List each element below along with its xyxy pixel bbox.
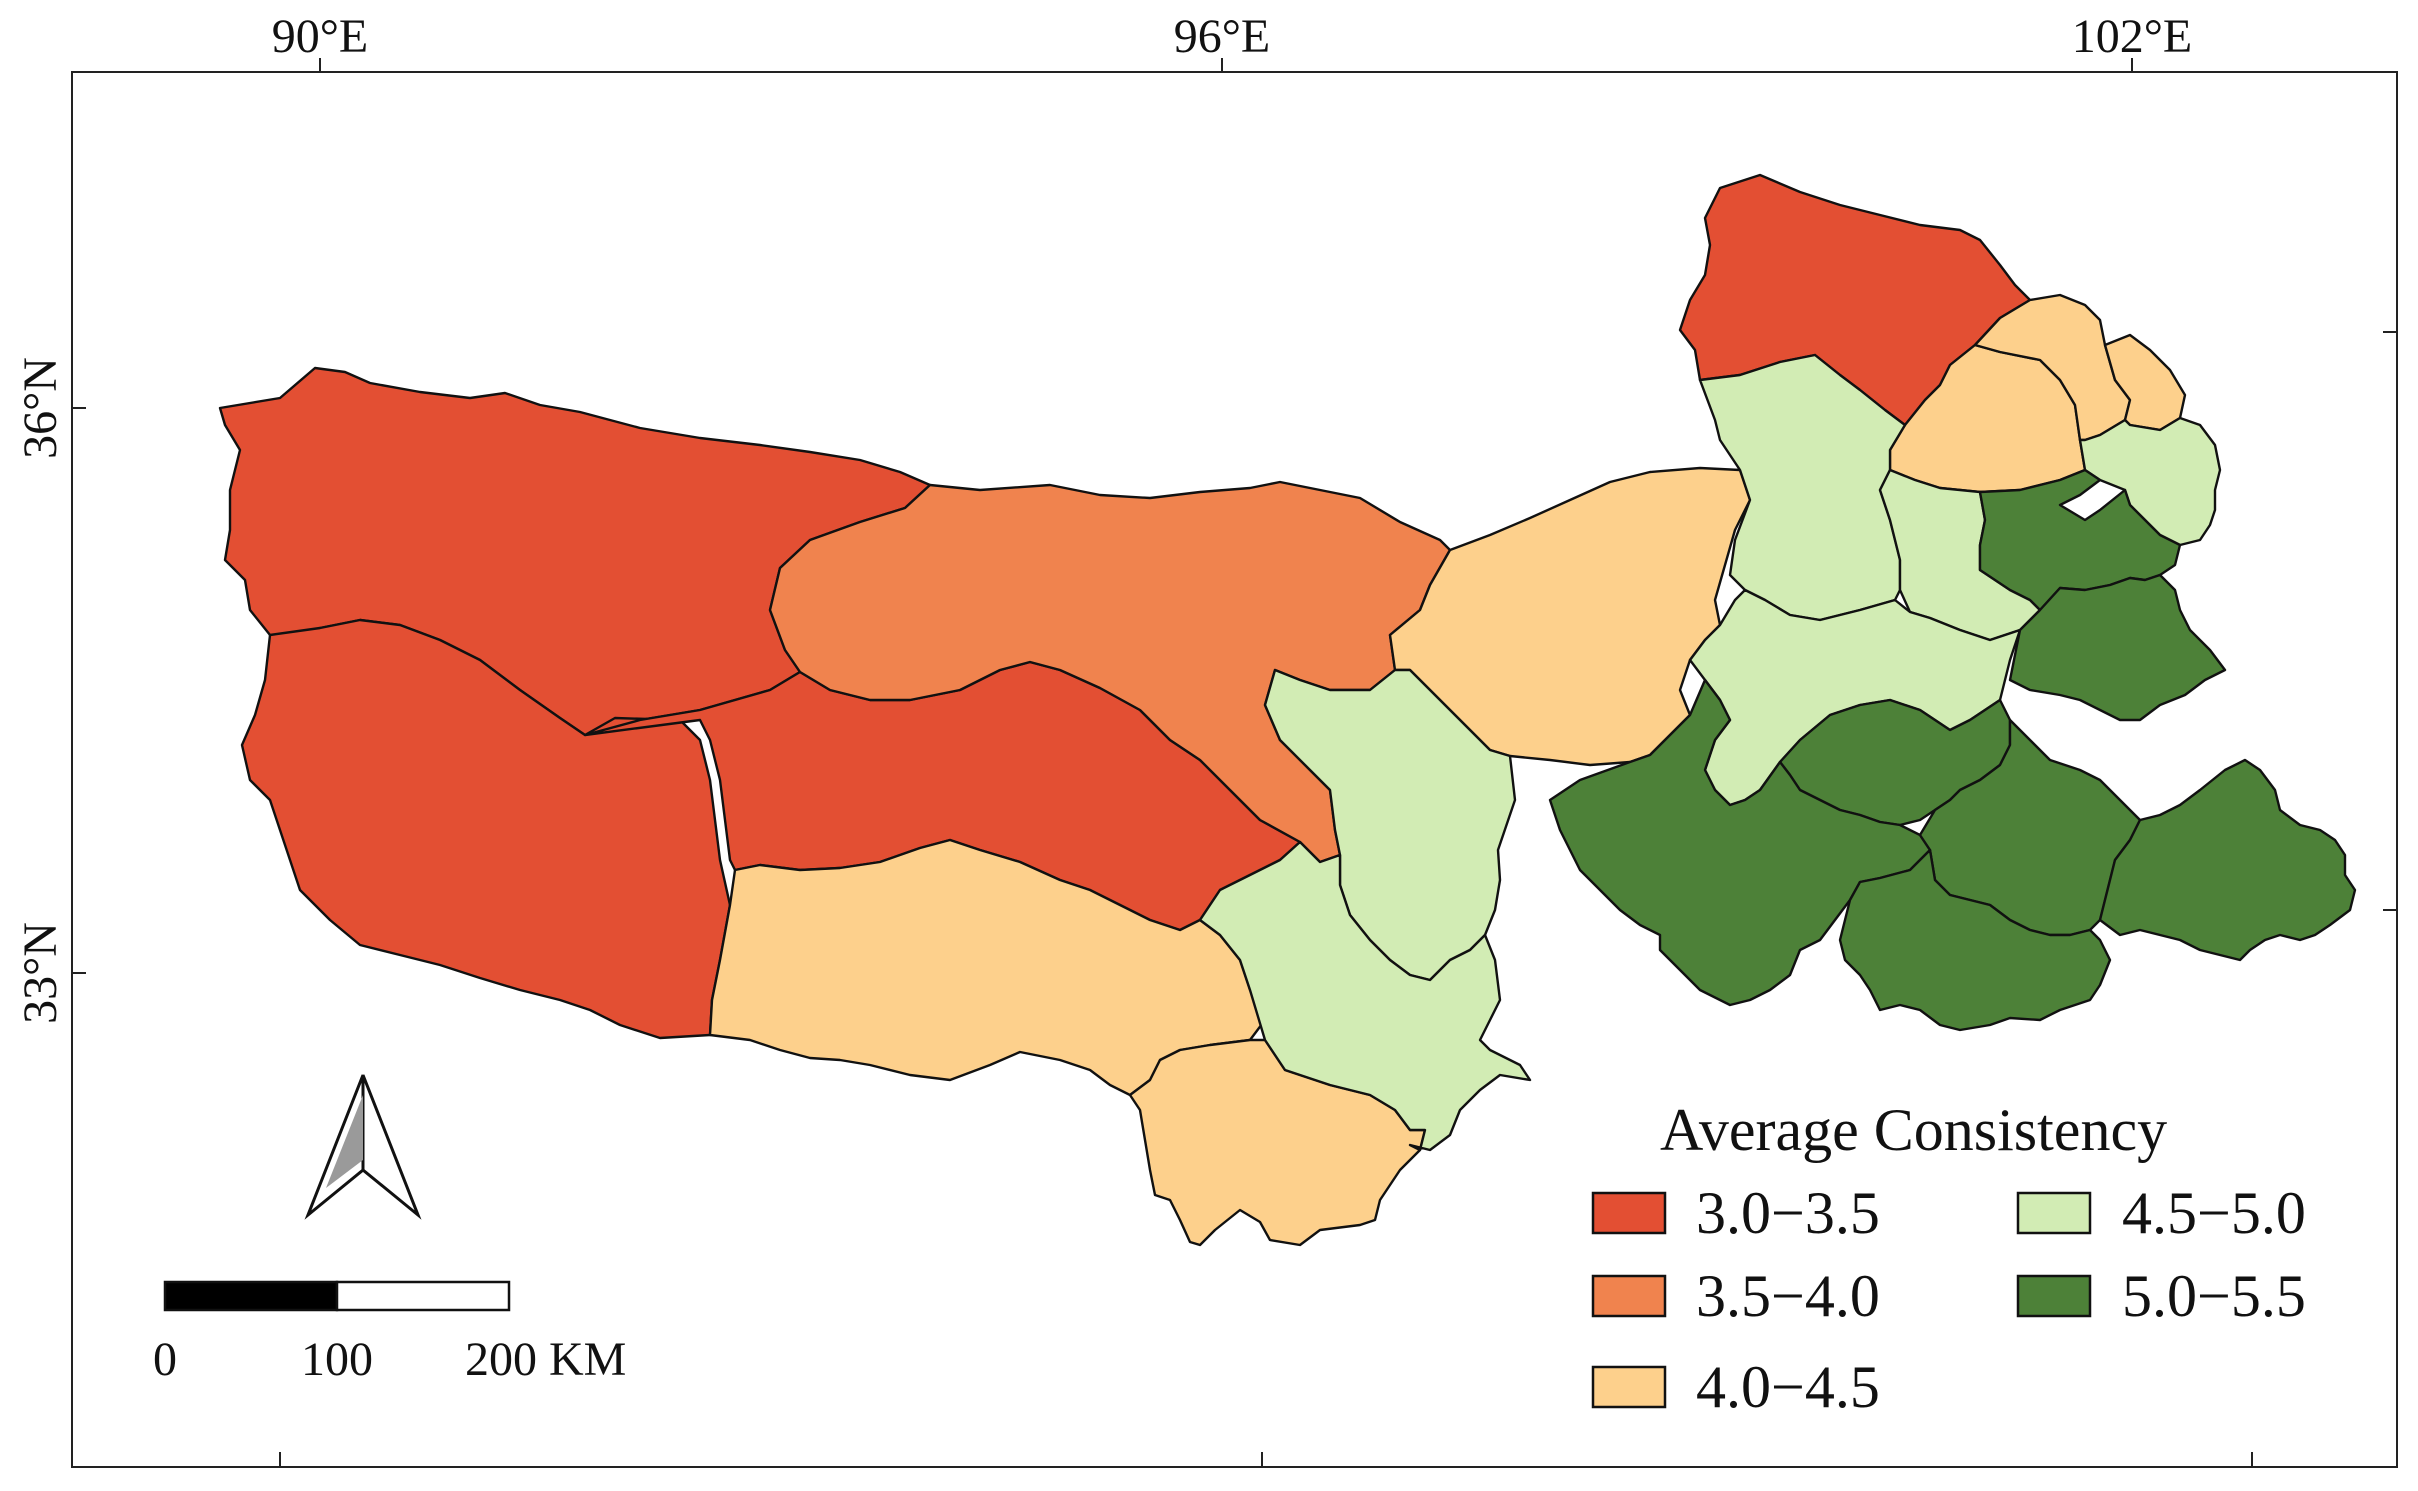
scale-bar: 0 100 200 KM <box>153 1280 626 1386</box>
scale-label-200-km: 200 KM <box>465 1333 626 1386</box>
legend-label-4.0-4.5: 4.0−4.5 <box>1696 1354 1880 1420</box>
legend-swatch-5.0-5.5 <box>2016 1274 2092 1318</box>
region-southeast-basin-d[interactable] <box>1838 848 2112 1032</box>
region-southeast-basin-e[interactable] <box>2098 758 2357 962</box>
region-middle-strip-south[interactable] <box>1198 840 1532 1152</box>
legend-label-3.5-4.0: 3.5−4.0 <box>1696 1263 1880 1329</box>
region-far-east-basin-a[interactable] <box>1978 468 2182 612</box>
legend-title: Average Consistency <box>1660 1097 2167 1163</box>
longitude-label-102: 102°E <box>2072 10 2193 63</box>
legend-label-5.0-5.5: 5.0−5.5 <box>2122 1263 2306 1329</box>
latitude-label-36: 36°N <box>14 357 67 459</box>
legend-swatch-4.0-4.5 <box>1591 1365 1667 1409</box>
legend-swatch-4.5-5.0 <box>2016 1191 2092 1235</box>
north-arrow-icon <box>304 1074 422 1220</box>
scale-label-0: 0 <box>153 1333 177 1386</box>
map-frame <box>71 71 2398 1468</box>
scale-bar-black-segment <box>163 1280 339 1312</box>
longitude-label-90: 90°E <box>272 10 369 63</box>
region-polygons <box>218 173 2357 1247</box>
legend: Average Consistency 3.0−3.5 3.5−4.0 4.0−… <box>1591 1097 2306 1420</box>
legend-label-4.5-5.0: 4.5−5.0 <box>2122 1180 2306 1246</box>
region-southwest-basin[interactable] <box>240 618 732 1040</box>
scale-bar-white-segment <box>335 1280 511 1312</box>
scale-label-100: 100 <box>301 1333 373 1386</box>
legend-label-3.0-3.5: 3.0−3.5 <box>1696 1180 1880 1246</box>
legend-swatch-3.0-3.5 <box>1591 1191 1667 1235</box>
latitude-label-33: 33°N <box>14 922 67 1024</box>
region-far-east-basin-b[interactable] <box>2008 573 2227 722</box>
longitude-label-96: 96°E <box>1174 10 1271 63</box>
legend-swatch-3.5-4.0 <box>1591 1274 1667 1318</box>
